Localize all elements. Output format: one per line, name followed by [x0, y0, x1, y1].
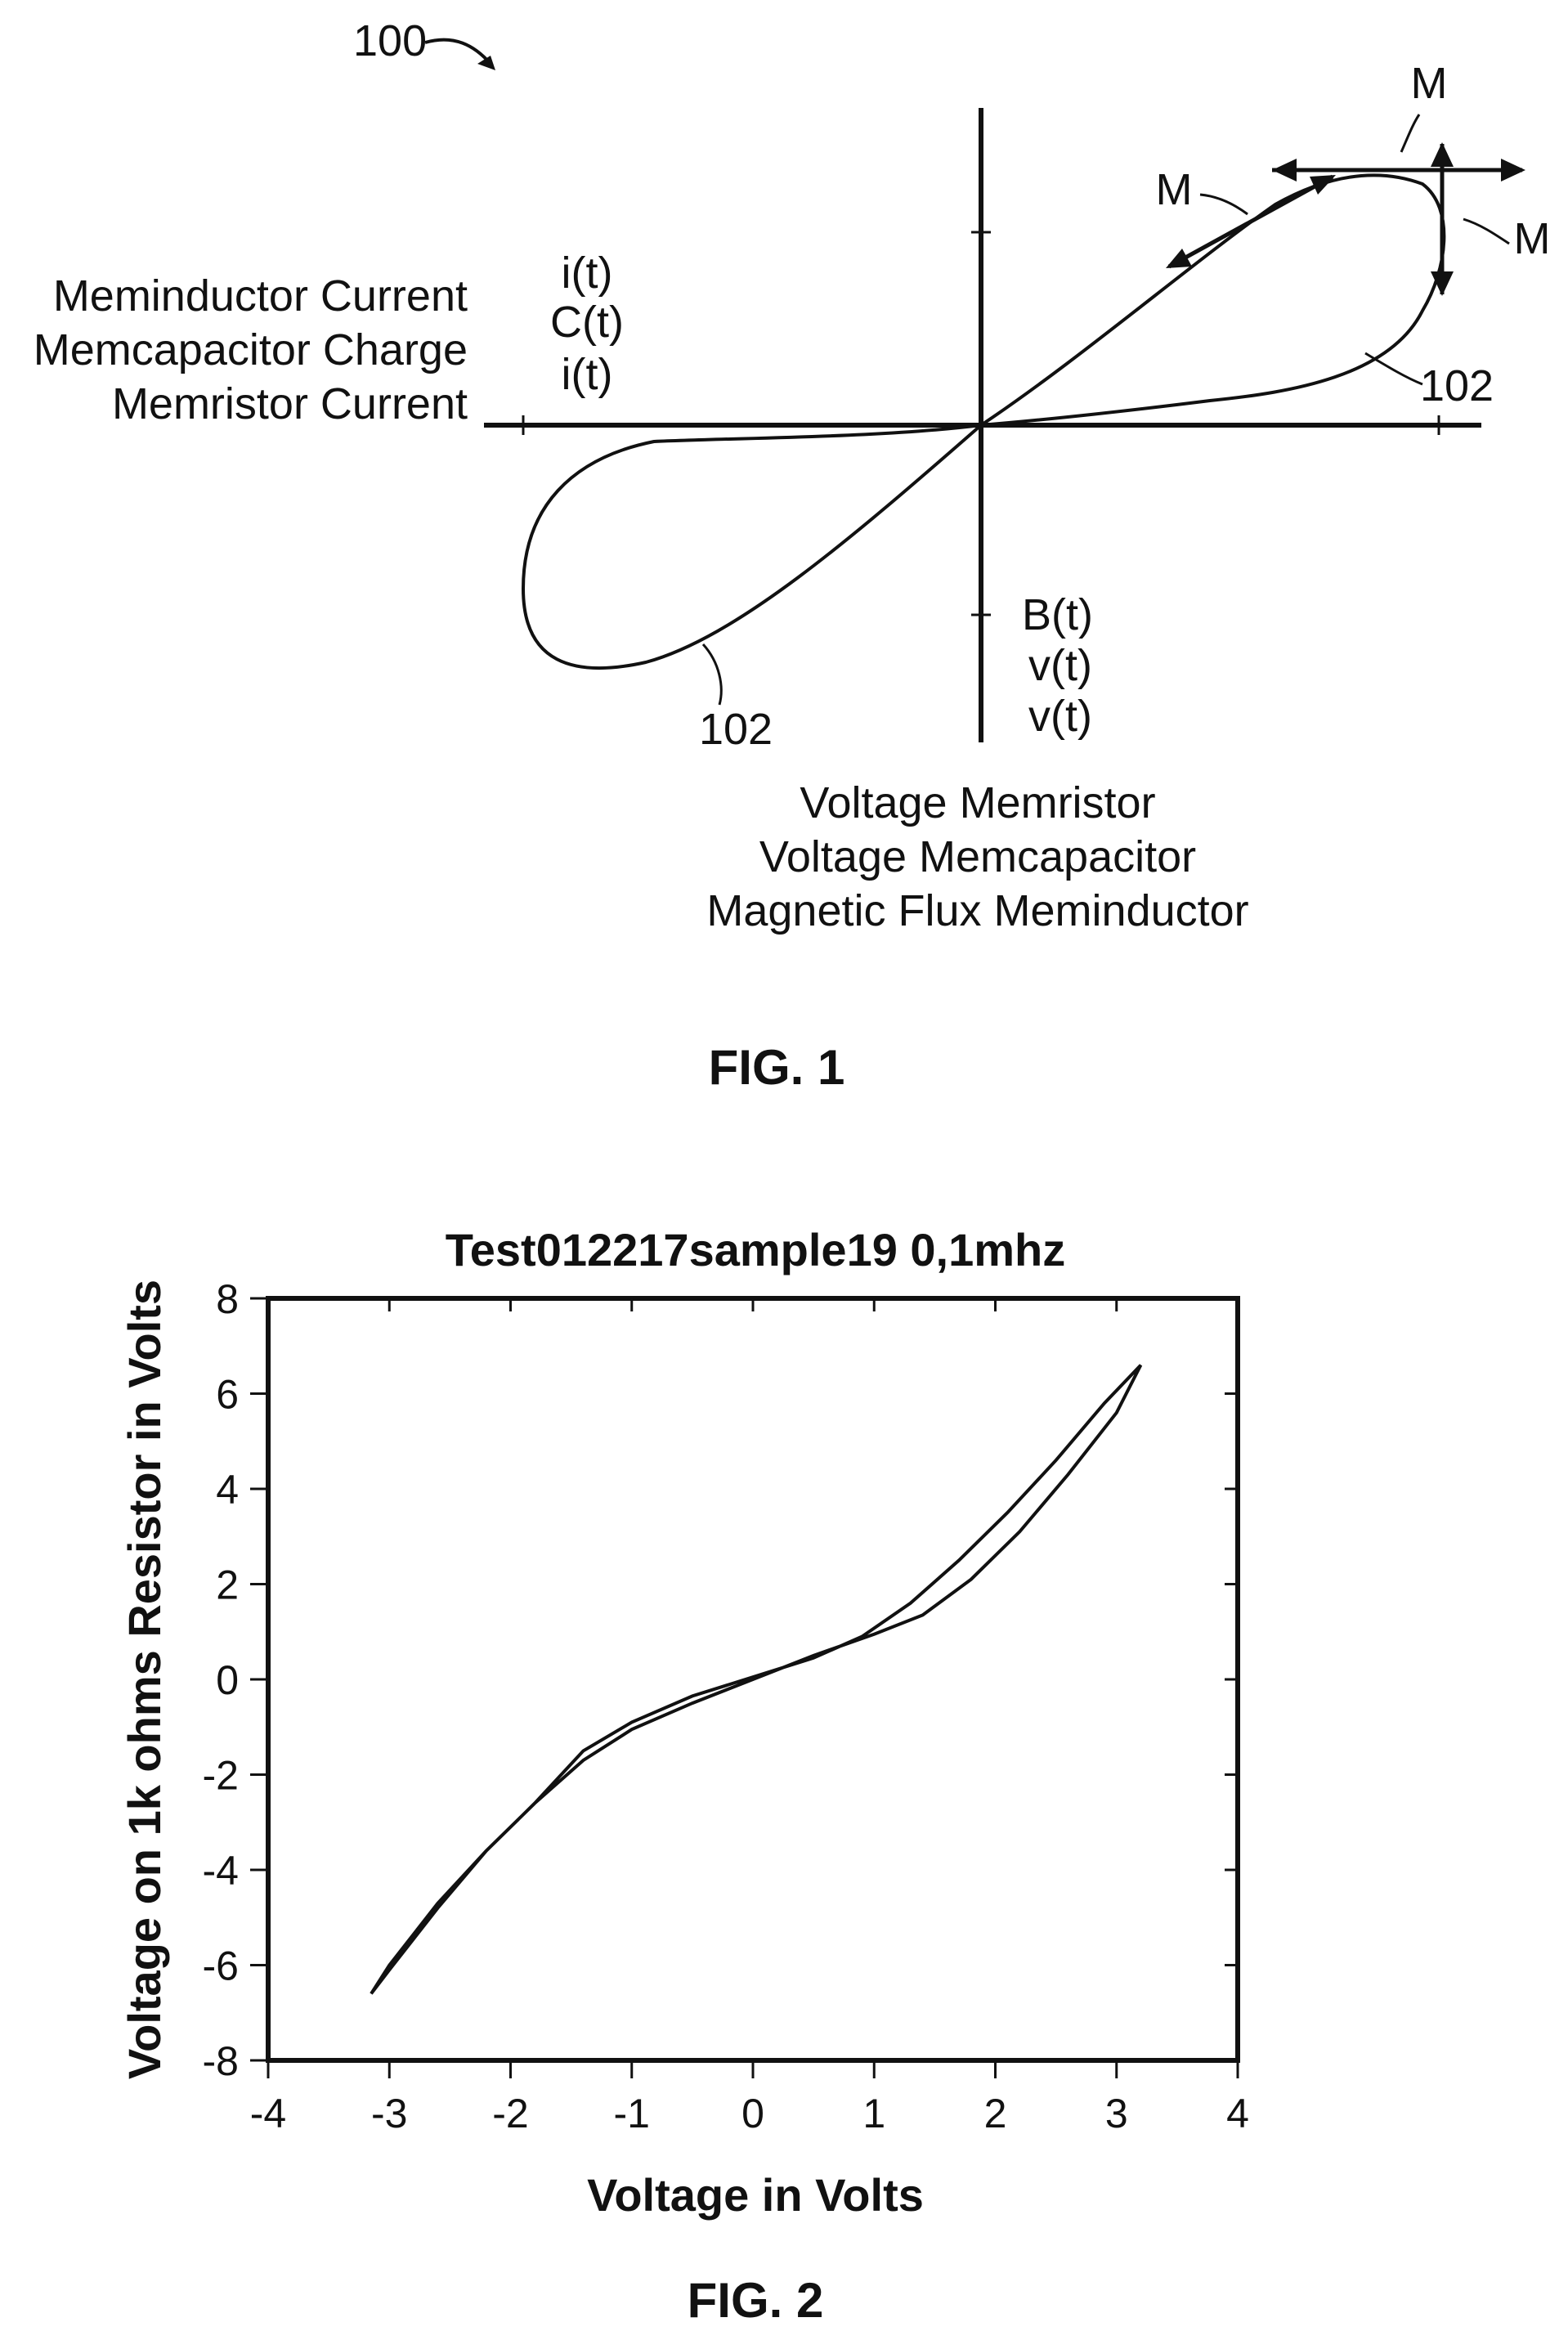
x-tick-label: 0	[741, 2091, 764, 2136]
data-series-loop	[370, 1364, 1143, 1995]
bottom-symbol-1: B(t)	[1022, 590, 1093, 639]
ref-arrow-curve	[424, 38, 492, 65]
chart-title: Test012217sample19 0,1mhz	[446, 1224, 1066, 1275]
bottom-symbol-2: v(t)	[1028, 641, 1092, 690]
ref-arrow-head	[477, 56, 495, 70]
m-arrow-down-head	[1431, 271, 1454, 296]
left-label-meminductor: Meminductor Current	[53, 271, 468, 321]
y-tick-label: 4	[216, 1467, 239, 1513]
left-symbol-3: i(t)	[562, 350, 613, 399]
y-tick-label: -8	[203, 2038, 239, 2084]
m-leader-right	[1463, 217, 1510, 245]
m-label-left: M	[1156, 165, 1193, 214]
x-tick-label: 3	[1105, 2091, 1128, 2136]
x-tick-labels: -4 -3 -2 -1 0 1 2 3 4	[250, 2091, 1249, 2136]
m-label-right: M	[1514, 214, 1551, 263]
x-tick-label: 1	[862, 2091, 885, 2136]
y-tick-label: 2	[216, 1562, 239, 1608]
y-tick-label: -2	[203, 1753, 239, 1799]
pinched-hysteresis-loop	[521, 173, 1446, 670]
figure-1-ref-number: 100	[353, 16, 427, 65]
m-leader-left	[1199, 193, 1248, 216]
y-tick-label: 6	[216, 1372, 239, 1418]
y-tick-label: 0	[216, 1657, 239, 1703]
y-axis-label: Voltage on 1k ohms Resistor in Volts	[119, 1280, 170, 2079]
x-tick-label: -1	[614, 2091, 650, 2136]
left-symbol-2: C(t)	[550, 298, 624, 347]
x-tick-label: 4	[1226, 2091, 1249, 2136]
bottom-label-memcapacitor: Voltage Memcapacitor	[759, 832, 1196, 881]
left-label-memcapacitor: Memcapacitor Charge	[34, 325, 468, 374]
m-tangent-arrow-line	[1167, 174, 1334, 269]
curve-ref-left: 102	[699, 705, 773, 754]
m-arrow-up-head	[1431, 142, 1454, 167]
x-tick-label: -2	[492, 2091, 528, 2136]
x-tick-label: 2	[984, 2091, 1007, 2136]
curve-ref-right: 102	[1420, 361, 1494, 410]
m-arrow-left-head	[1272, 159, 1297, 182]
left-symbol-1: i(t)	[562, 249, 613, 298]
figure-1-caption: FIG. 1	[709, 1040, 845, 1095]
bottom-label-memristor: Voltage Memristor	[800, 778, 1155, 827]
x-axis-label: Voltage in Volts	[587, 2169, 924, 2221]
curve-ref-leader-right	[1364, 352, 1423, 386]
m-arrow-tangent-upper-head	[1310, 175, 1336, 195]
left-label-memristor: Memristor Current	[112, 379, 468, 428]
axis-ticks	[250, 1297, 1239, 2078]
x-tick-label: -4	[250, 2091, 286, 2136]
curve-ref-leader-left	[701, 643, 723, 706]
y-tick-label: 8	[216, 1276, 239, 1322]
y-tick-label: -4	[203, 1848, 239, 1894]
bottom-label-meminductor: Magnetic Flux Meminductor	[706, 886, 1248, 935]
figure-2: Test012217sample19 0,1mhz -4 -3 -2 -1 0 1 2 3 4 …	[119, 1224, 1249, 2328]
x-tick-label: -3	[371, 2091, 407, 2136]
figure-2-caption: FIG. 2	[688, 2273, 824, 2328]
m-arrow-tangent-lower-head	[1166, 249, 1192, 268]
y-tick-labels: -8 -6 -4 -2 0 2 4 6 8	[203, 1276, 239, 2084]
m-leader-top	[1400, 114, 1421, 153]
y-tick-label: -6	[203, 1943, 239, 1989]
figure-1: 100 Meminductor Current Memcapacitor Cha…	[34, 16, 1551, 1095]
bottom-symbol-3: v(t)	[1028, 692, 1092, 741]
m-arrow-right-head	[1501, 159, 1525, 182]
m-label-top: M	[1411, 59, 1448, 108]
